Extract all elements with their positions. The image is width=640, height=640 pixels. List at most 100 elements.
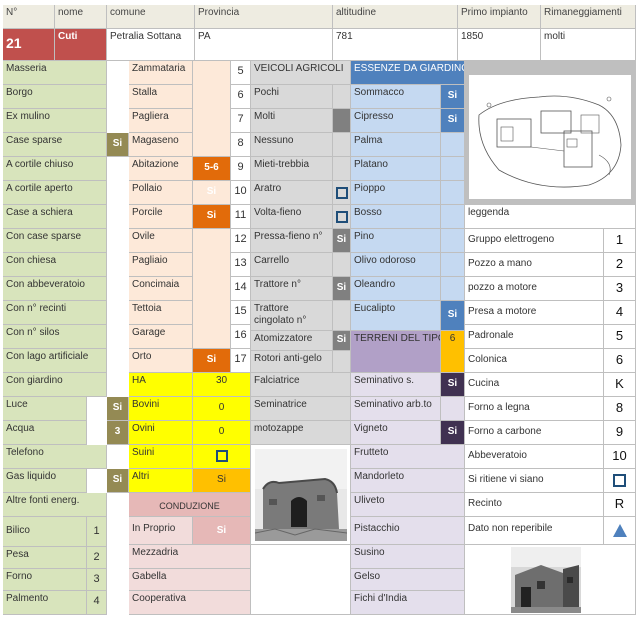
legenda-symbol: 8 bbox=[604, 397, 636, 421]
col1b-label: Pesa bbox=[3, 547, 87, 569]
legenda-symbol: 1 bbox=[604, 229, 636, 253]
col2-label: Tettoia bbox=[129, 301, 193, 325]
legenda-label: pozzo a motore bbox=[465, 277, 604, 301]
col1-label: Case a schiera bbox=[3, 205, 107, 229]
terreni-label: Gelso bbox=[351, 569, 465, 591]
abitazione-mark: 5-6 bbox=[193, 157, 231, 181]
col1-label: Case sparse bbox=[3, 133, 107, 157]
animal-label: Suini bbox=[129, 445, 193, 469]
col2-num: 8 bbox=[231, 133, 251, 157]
essenze-label: Olivo odoroso bbox=[351, 253, 441, 277]
essenze-label: Cipresso bbox=[351, 109, 441, 133]
col2-label: Pollaio bbox=[129, 181, 193, 205]
legenda-symbol bbox=[604, 517, 636, 545]
col2-num: 16 bbox=[231, 325, 251, 349]
essenze-mark bbox=[441, 133, 465, 157]
veicoli-label: Seminatrice bbox=[251, 397, 351, 421]
porcile-mark: Si bbox=[193, 205, 231, 229]
col2-label: Concimaia bbox=[129, 277, 193, 301]
terreni-mark: Si bbox=[441, 421, 465, 445]
legenda-symbol: 9 bbox=[604, 421, 636, 445]
blue-square-icon bbox=[335, 187, 348, 199]
blue-square-icon bbox=[215, 450, 228, 462]
conduzione-mark: Si bbox=[193, 517, 251, 545]
essenze-mark: Si bbox=[441, 85, 465, 109]
col1-label: A cortile chiuso bbox=[3, 157, 107, 181]
record-comune: Petralia Sottana bbox=[107, 29, 195, 61]
col2-label: Garage bbox=[129, 325, 193, 349]
col1-label: Con lago artificiale bbox=[3, 349, 107, 373]
veicoli-label: motozappe bbox=[251, 421, 351, 445]
col1b-label: Palmento bbox=[3, 591, 87, 615]
animal-value: 0 bbox=[193, 421, 251, 445]
col1-label: Gas liquido bbox=[3, 469, 87, 493]
col1-label: Con n° recinti bbox=[3, 301, 107, 325]
essenze-mark bbox=[441, 181, 465, 205]
col1-label: Luce bbox=[3, 397, 87, 421]
veicoli-label: Molti bbox=[251, 109, 333, 133]
blank-cell bbox=[251, 545, 351, 615]
blue-triangle-icon bbox=[612, 524, 627, 537]
terreni-label: Mandorleto bbox=[351, 469, 465, 493]
col2-label: Magaseno bbox=[129, 133, 193, 157]
veicoli-label: Trattore cingolato n° bbox=[251, 301, 333, 331]
legenda-label: Presa a motore bbox=[465, 301, 604, 325]
legenda-label: Si ritiene vi siano bbox=[465, 469, 604, 493]
col1b-label: Forno bbox=[3, 569, 87, 591]
essenze-mark: Si bbox=[441, 301, 465, 331]
legenda-symbol: K bbox=[604, 373, 636, 397]
legenda-label: Dato non reperibile bbox=[465, 517, 604, 545]
essenze-label: Pino bbox=[351, 229, 441, 253]
col1-label: Con case sparse bbox=[3, 229, 107, 253]
essenze-title: ESSENZE DA GIARDINO bbox=[351, 61, 465, 85]
col2-num: 11 bbox=[231, 205, 251, 229]
veicoli-mark bbox=[333, 133, 351, 157]
col2-label: Zammataria bbox=[129, 61, 193, 85]
veicoli-label: Volta-fieno bbox=[251, 205, 333, 229]
col2-num: 17 bbox=[231, 349, 251, 373]
terreni-label: Seminativo arb.to bbox=[351, 397, 441, 421]
site-plan-sketch bbox=[469, 75, 631, 199]
pollaio-mark: Si bbox=[193, 181, 231, 205]
veicoli-label: Atomizzatore bbox=[251, 331, 333, 351]
record-number: 21 bbox=[3, 29, 55, 61]
luce-mark: Si bbox=[107, 397, 129, 421]
col2-num: 5 bbox=[231, 61, 251, 85]
essenze-label: Pioppo bbox=[351, 181, 441, 205]
legenda-symbol: 4 bbox=[604, 301, 636, 325]
veicoli-title: VEICOLI AGRICOLI bbox=[251, 61, 351, 85]
farmhouse-photo bbox=[465, 545, 636, 615]
terreni-label: Vigneto bbox=[351, 421, 441, 445]
conduzione-title: CONDUZIONE bbox=[129, 493, 251, 517]
legenda-label: Pozzo a mano bbox=[465, 253, 604, 277]
essenze-mark bbox=[441, 205, 465, 229]
col2-label: Porcile bbox=[129, 205, 193, 229]
animal-value: Si bbox=[193, 469, 251, 493]
veicoli-label: Mieti-trebbia bbox=[251, 157, 333, 181]
veicoli-label: Pochi bbox=[251, 85, 333, 109]
terreni-label: Uliveto bbox=[351, 493, 465, 517]
col1-label: Borgo bbox=[3, 85, 107, 109]
essenze-mark bbox=[441, 277, 465, 301]
legenda-symbol: 2 bbox=[604, 253, 636, 277]
legenda-symbol: 3 bbox=[604, 277, 636, 301]
legenda-title: leggenda bbox=[465, 205, 636, 229]
volta-fieno-mark bbox=[333, 205, 351, 229]
legenda-symbol: 5 bbox=[604, 325, 636, 349]
animal-value: 0 bbox=[193, 397, 251, 421]
veicoli-mark bbox=[333, 301, 351, 331]
essenze-label: Oleandro bbox=[351, 277, 441, 301]
header-provincia: Provincia bbox=[195, 5, 333, 29]
legenda-symbol bbox=[604, 469, 636, 493]
site-plan-frame bbox=[465, 61, 636, 205]
col2-label: Stalla bbox=[129, 85, 193, 109]
animal-label: Altri bbox=[129, 469, 193, 493]
terreni-label: Susino bbox=[351, 545, 465, 569]
col2-mark-empty bbox=[193, 61, 231, 157]
col1-label: Con chiesa bbox=[3, 253, 107, 277]
conduzione-label: Gabella bbox=[129, 569, 251, 591]
blue-square-icon bbox=[613, 474, 626, 487]
veicoli-label: Rotori anti-gelo bbox=[251, 351, 333, 373]
veicoli-label: Nessuno bbox=[251, 133, 333, 157]
col2-label: Ovile bbox=[129, 229, 193, 253]
